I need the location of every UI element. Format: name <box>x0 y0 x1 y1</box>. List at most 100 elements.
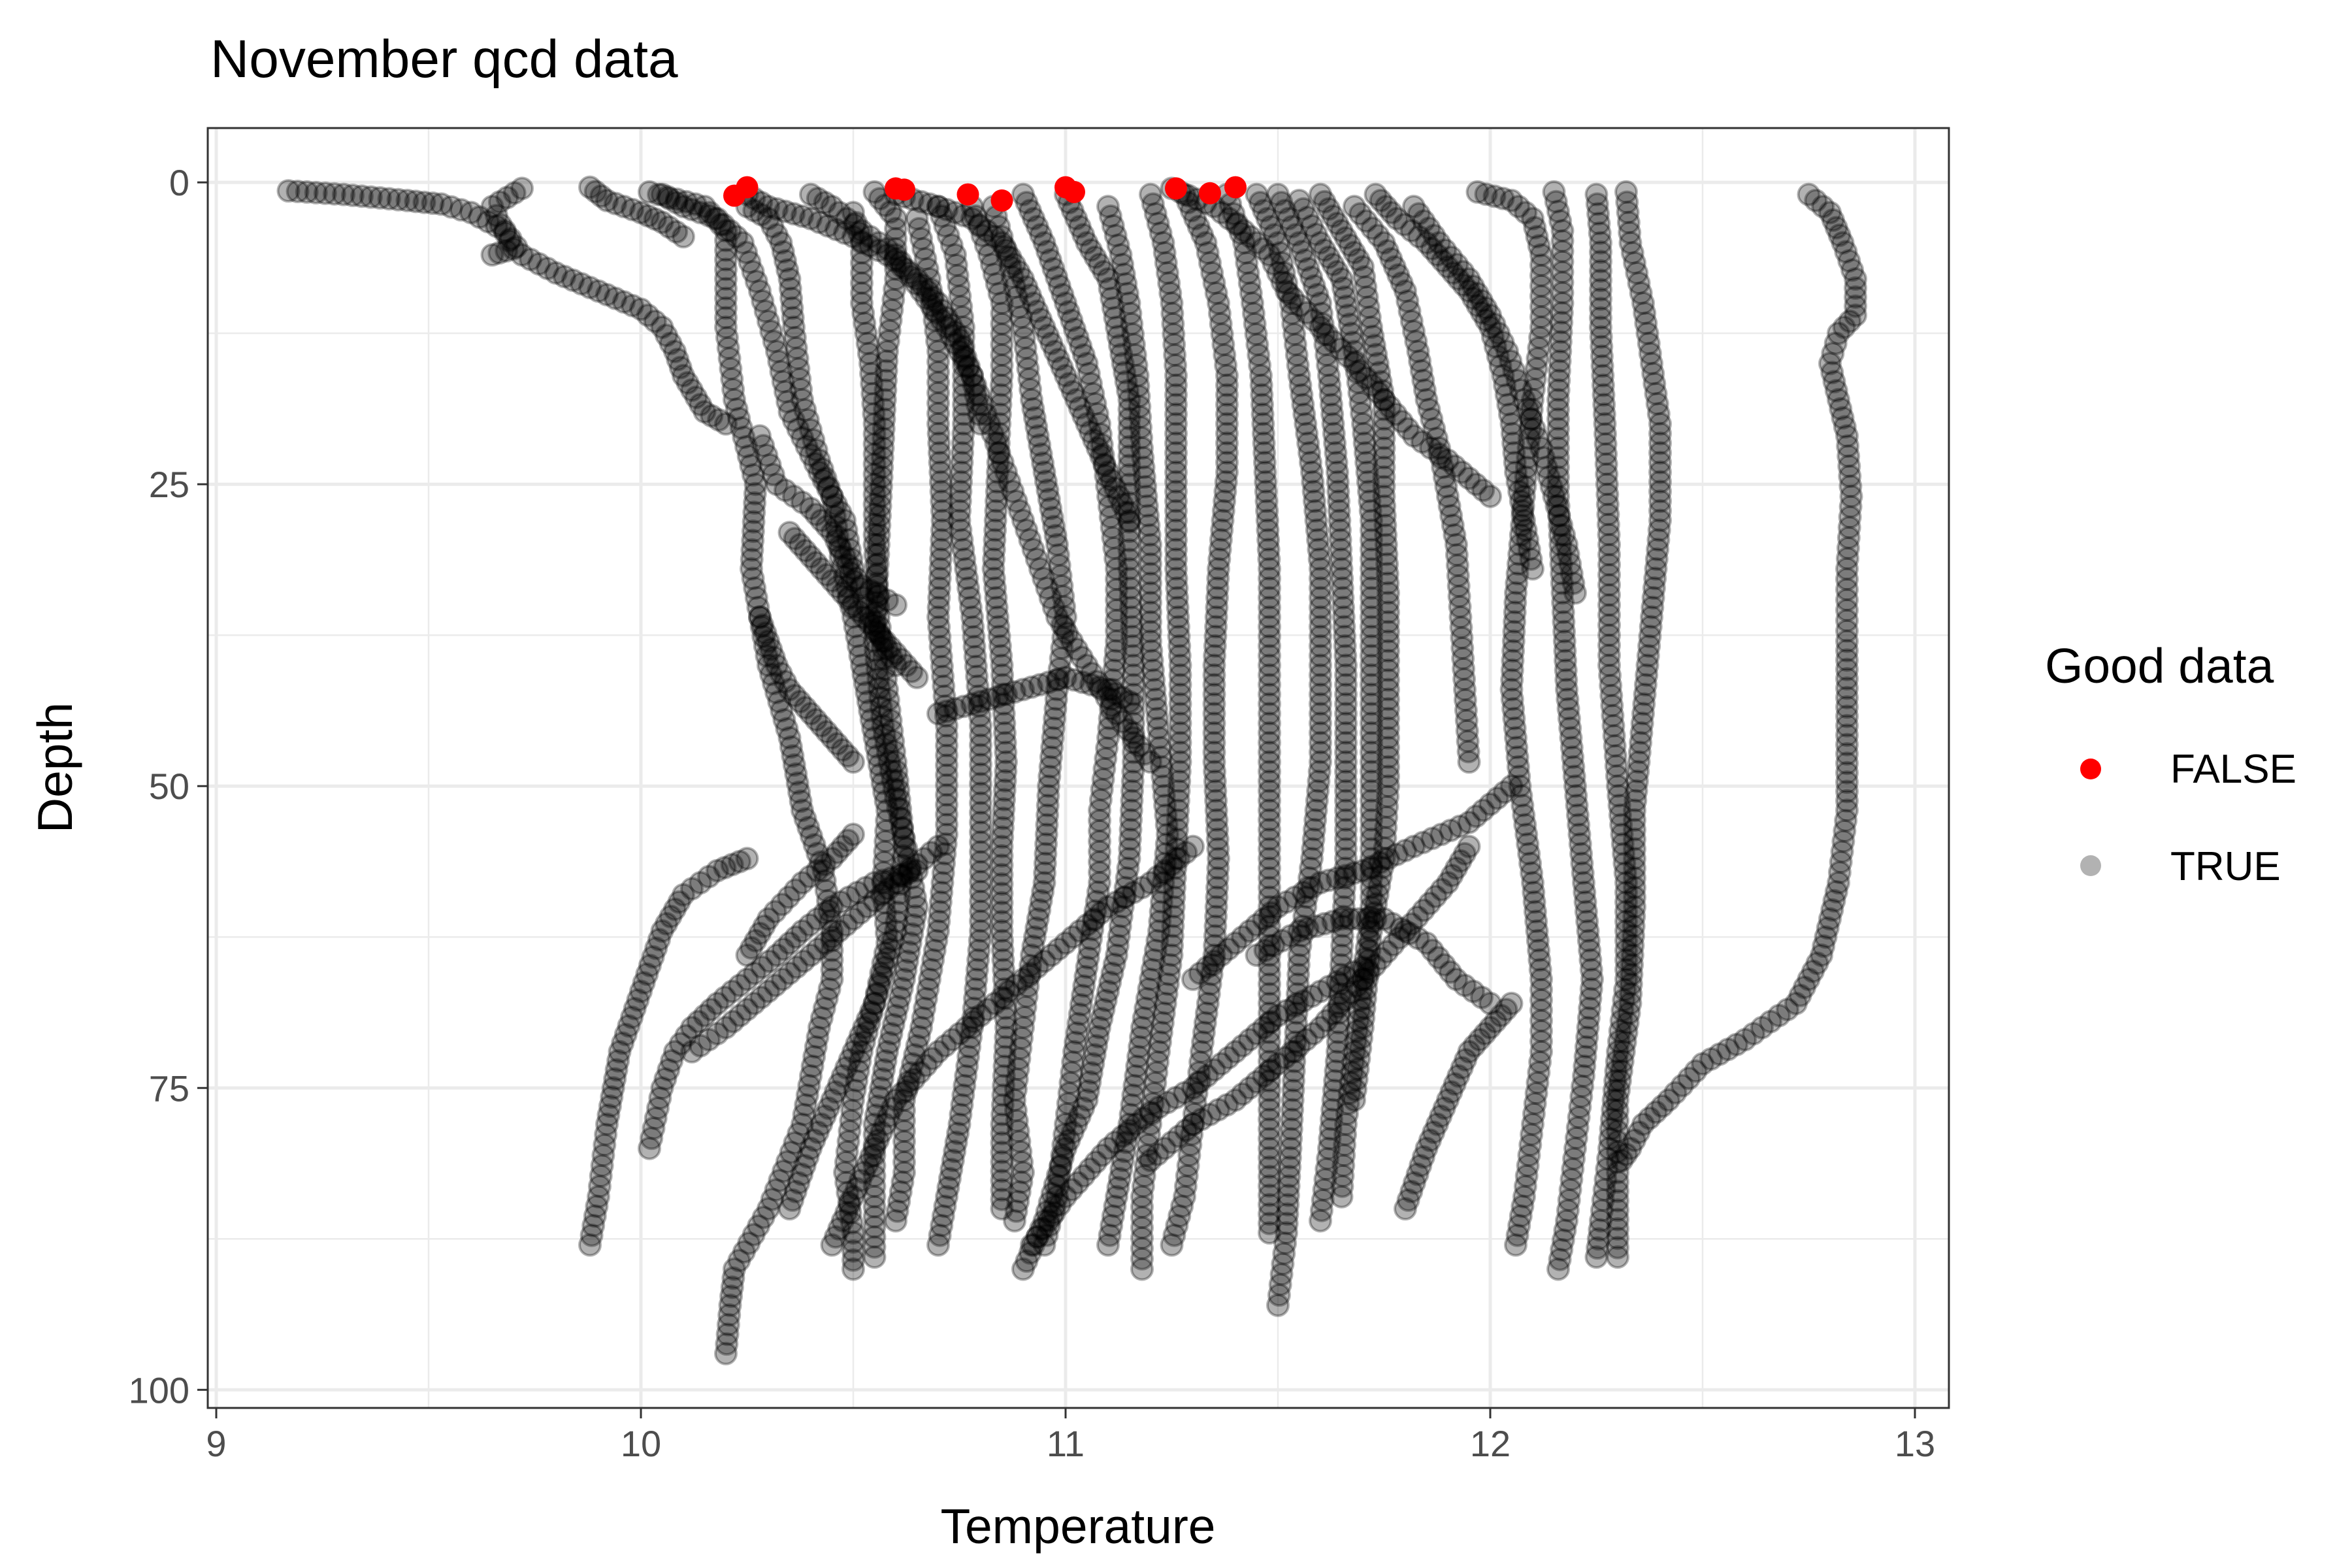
data-point-true <box>1160 291 1184 315</box>
data-point-true <box>994 750 1018 774</box>
data-point-true <box>1043 696 1068 721</box>
data-point-true <box>1215 383 1239 407</box>
data-point-true <box>1154 803 1178 827</box>
data-point-true <box>714 257 738 282</box>
data-point-true <box>951 431 975 455</box>
data-point-true <box>1290 383 1314 407</box>
data-point-true <box>1040 506 1064 529</box>
data-point-true <box>1164 383 1188 407</box>
data-point-true <box>1130 1195 1154 1219</box>
data-point-true <box>714 296 738 320</box>
data-point-true <box>583 180 608 204</box>
data-point-true <box>748 424 772 448</box>
data-point-true <box>1043 1173 1067 1197</box>
data-point-true <box>1309 711 1332 736</box>
data-point-true <box>1166 615 1190 639</box>
legend-key-true <box>2080 855 2101 876</box>
data-point-true <box>791 798 814 823</box>
data-point-true <box>1085 1034 1109 1058</box>
data-point-true <box>862 991 887 1015</box>
data-point-true <box>1160 943 1184 967</box>
data-point-true <box>1313 333 1337 357</box>
data-point-true <box>1117 538 1141 562</box>
data-point-true <box>720 1275 744 1299</box>
data-point-true <box>1117 406 1141 431</box>
data-point-true <box>1140 649 1164 672</box>
data-point-true <box>951 538 975 561</box>
data-point-true <box>1309 576 1332 600</box>
x-tick-label: 9 <box>206 1423 226 1464</box>
data-point-true <box>1286 353 1310 377</box>
data-point-true <box>981 557 1005 581</box>
data-point-true <box>879 308 903 333</box>
data-point-true <box>1334 740 1358 764</box>
data-point-true <box>989 373 1013 397</box>
data-point-true <box>932 674 956 698</box>
data-point-true <box>771 240 795 264</box>
data-point-true <box>731 231 755 255</box>
data-point-true <box>1205 585 1229 610</box>
data-point-true <box>1186 214 1211 238</box>
data-point-true <box>875 931 899 955</box>
data-point-true <box>1128 395 1152 419</box>
data-point-true <box>493 221 517 245</box>
data-point-true <box>1098 276 1122 301</box>
data-point-true <box>1097 495 1121 519</box>
data-point-true <box>1258 934 1281 958</box>
data-point-true <box>1119 798 1143 823</box>
x-tick-label: 13 <box>1895 1423 1935 1464</box>
data-point-true <box>761 463 785 487</box>
data-point-true <box>990 815 1015 840</box>
data-point-true <box>1291 914 1315 938</box>
data-point-true <box>874 1049 898 1073</box>
data-point-true <box>969 791 992 815</box>
data-point-true <box>885 1199 909 1223</box>
data-point-true <box>1040 736 1064 760</box>
data-point-true <box>1258 663 1281 687</box>
data-point-true <box>850 1039 874 1064</box>
data-point-true <box>985 272 1009 296</box>
data-point-true <box>1006 1057 1030 1081</box>
data-point-true <box>612 290 636 314</box>
data-point-true <box>1277 281 1301 305</box>
data-point-true <box>703 206 727 231</box>
data-point-true <box>836 1181 860 1205</box>
data-point-true <box>954 557 978 581</box>
data-point-true <box>904 904 928 928</box>
data-point-true <box>802 833 826 857</box>
data-point-true <box>862 1164 887 1188</box>
data-point-true <box>943 243 967 267</box>
data-point-true <box>386 188 410 212</box>
data-point-true <box>1168 663 1192 687</box>
data-point-true <box>1090 777 1114 802</box>
data-point-true <box>1075 955 1099 979</box>
data-point-true <box>870 771 894 795</box>
data-point-true <box>951 421 975 446</box>
data-point-true <box>967 938 991 962</box>
data-point-true <box>1045 532 1069 557</box>
data-point-true <box>990 322 1014 346</box>
data-point-true <box>869 474 893 498</box>
data-point-true <box>1043 706 1067 730</box>
data-point-true <box>835 1139 859 1164</box>
data-point-true <box>867 532 890 557</box>
data-point-true <box>1009 1139 1033 1164</box>
data-point-true <box>959 595 983 619</box>
data-point-true <box>395 188 419 212</box>
data-point-true <box>1307 760 1331 783</box>
data-point-true <box>794 1093 818 1117</box>
data-point-true <box>1017 964 1041 988</box>
data-point-true <box>689 201 712 225</box>
data-point-true <box>926 919 950 943</box>
data-point-true <box>650 210 674 235</box>
data-point-true <box>1166 595 1190 619</box>
data-point-true <box>1123 343 1147 367</box>
data-point-true <box>838 1048 862 1072</box>
data-point-true <box>1182 1102 1206 1126</box>
data-point-true <box>990 225 1014 249</box>
data-point-true <box>951 441 974 465</box>
data-point-true <box>1258 875 1281 900</box>
data-point-true <box>785 771 809 795</box>
data-point-true <box>760 214 785 238</box>
data-point-true <box>915 257 939 281</box>
